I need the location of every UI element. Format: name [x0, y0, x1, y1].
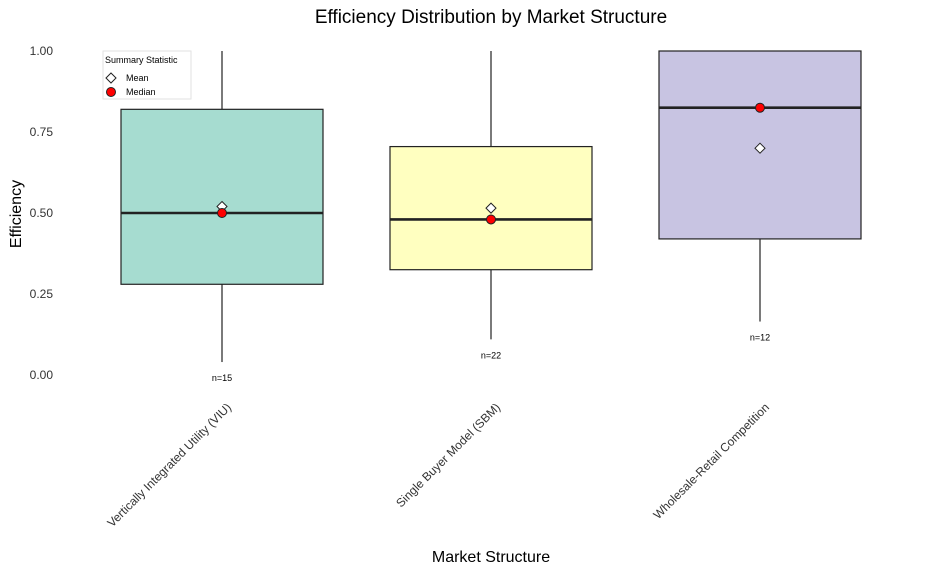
- x-tick-label: Single Buyer Model (SBM): [393, 400, 503, 510]
- y-tick-label: 0.00: [30, 368, 54, 382]
- box-group: n=12: [658, 50, 862, 343]
- mean-marker: [485, 202, 497, 214]
- n-label: n=15: [212, 373, 232, 383]
- legend-title: Summary Statistic: [105, 55, 178, 65]
- median-marker: [755, 102, 765, 113]
- n-label: n=22: [481, 350, 501, 360]
- x-axis: Vertically Integrated Utility (VIU) Singl…: [104, 400, 772, 530]
- legend-item-label: Mean: [126, 73, 149, 83]
- legend-item-label: Median: [126, 87, 156, 97]
- legend-mean-marker: [105, 72, 117, 84]
- legend: Summary Statistic Mean Median: [102, 50, 192, 100]
- legend-median-marker: [106, 87, 116, 97]
- y-axis-label: Efficiency: [8, 180, 25, 248]
- chart-title: Efficiency Distribution by Market Struct…: [315, 7, 667, 28]
- n-label: n=12: [750, 333, 770, 343]
- y-tick-label: 0.25: [30, 287, 54, 301]
- y-tick-label: 0.50: [30, 206, 54, 220]
- x-axis-label: Market Structure: [432, 549, 550, 566]
- box: [120, 108, 324, 285]
- y-tick-label: 1.00: [30, 44, 54, 58]
- x-tick-label: Wholesale-Retail Competition: [650, 400, 772, 522]
- median-marker: [217, 208, 227, 218]
- mean-marker: [754, 142, 766, 154]
- box-group: n=22: [389, 51, 593, 360]
- median-marker: [486, 214, 496, 225]
- y-tick-label: 0.75: [30, 125, 54, 139]
- y-axis: 0.00 0.25 0.50 0.75 1.00: [30, 44, 54, 382]
- box-group: n=15: [120, 51, 324, 383]
- x-tick-label: Vertically Integrated Utility (VIU): [104, 400, 234, 530]
- legend-box: [102, 50, 192, 100]
- plot-area: n=15 n=22 n=12: [120, 50, 862, 383]
